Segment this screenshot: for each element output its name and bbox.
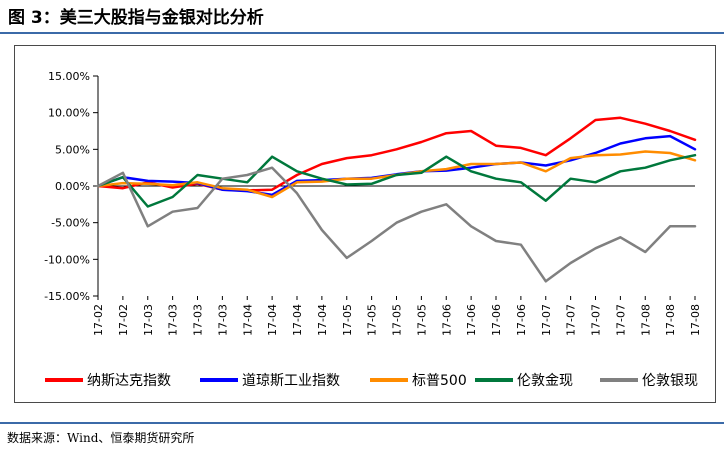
title-rule [0, 32, 724, 34]
y-tick-label: 5.00% [55, 143, 90, 156]
x-tick-label: 17-05 [391, 304, 404, 336]
x-tick-label: 17-04 [291, 304, 304, 336]
x-tick-label: 17-08 [639, 304, 652, 336]
x-tick-label: 17-03 [216, 304, 229, 336]
x-tick-label: 17-06 [465, 304, 478, 336]
x-tick-label: 17-07 [565, 304, 578, 336]
legend-label: 伦敦金现 [517, 373, 573, 389]
source-rule [0, 422, 724, 424]
y-tick-label: 0.00% [55, 180, 90, 193]
x-tick-label: 17-06 [440, 304, 453, 336]
x-tick-label: 17-05 [366, 304, 379, 336]
y-tick-label: 15.00% [48, 70, 90, 83]
y-tick-label: -10.00% [44, 253, 90, 266]
legend-label: 标普500 [412, 373, 467, 389]
legend-label: 纳斯达克指数 [87, 373, 171, 389]
x-tick-label: 17-06 [515, 304, 528, 336]
legend-label: 道琼斯工业指数 [242, 373, 340, 389]
figure-title: 图 3：美三大股指与金银对比分析 [8, 8, 264, 28]
x-tick-label: 17-04 [316, 304, 329, 336]
x-tick-label: 17-07 [614, 304, 627, 336]
x-tick-label: 17-07 [590, 304, 603, 336]
x-tick-label: 17-02 [92, 304, 105, 336]
x-tick-label: 17-05 [341, 304, 354, 336]
chart-frame: 15.00% 10.00% 5.00% 0.00% -5.00% -10.00% -15.0… [14, 45, 716, 403]
x-tick-label: 17-08 [689, 304, 702, 336]
x-tick-label: 17-02 [117, 304, 130, 336]
x-tick-label: 17-05 [415, 304, 428, 336]
line-chart: 15.00% 10.00% 5.00% 0.00% -5.00% -10.00% -15.0… [44, 70, 702, 389]
x-tick-label: 17-03 [192, 304, 205, 336]
x-tick-label: 17-03 [142, 304, 155, 336]
x-tick-label: 17-03 [167, 304, 180, 336]
y-tick-label: -15.00% [44, 290, 90, 303]
x-tick-label: 17-08 [664, 304, 677, 336]
legend-label: 伦敦银现 [642, 373, 698, 389]
x-tick-label: 17-06 [490, 304, 503, 336]
x-tick-label: 17-07 [540, 304, 553, 336]
x-tick-label: 17-04 [241, 304, 254, 336]
series-line [96, 166, 697, 283]
y-tick-label: 10.00% [48, 107, 90, 120]
source-note: 数据来源：Wind、恒泰期货研究所 [7, 431, 195, 445]
x-tick-label: 17-04 [266, 304, 279, 336]
series-line [96, 153, 697, 208]
y-tick-label: -5.00% [51, 217, 90, 230]
